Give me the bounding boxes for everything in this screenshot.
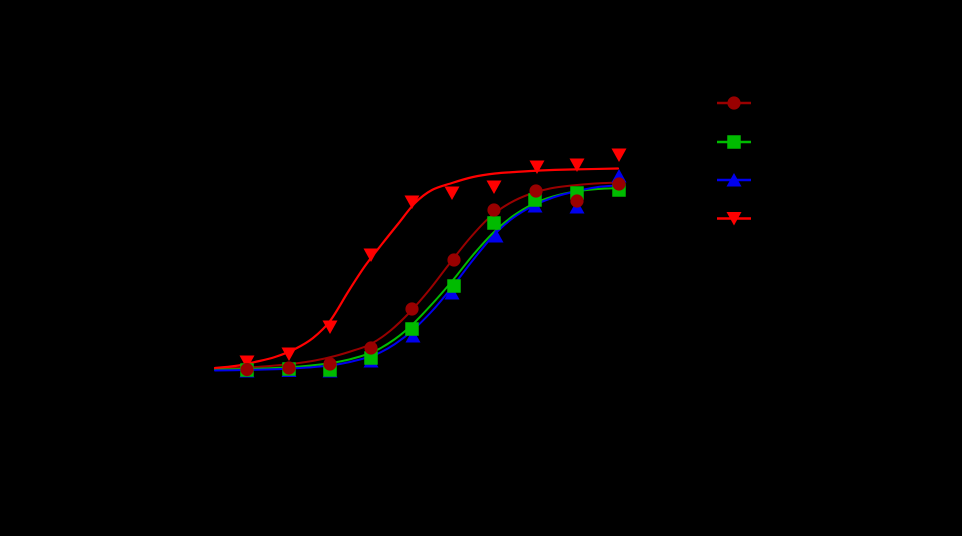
legend-item-green-square-series (717, 135, 751, 149)
dark-red-circle-series-fitted-curve (214, 181, 619, 370)
triangle-down-marker (611, 148, 627, 162)
triangle-down-marker (363, 248, 379, 262)
square-marker (405, 322, 419, 336)
legend-item-blue-triangle-up-series (717, 173, 751, 187)
legend-circle-icon (727, 96, 741, 110)
square-marker (364, 351, 378, 365)
circle-marker (282, 361, 296, 375)
circle-marker (323, 357, 337, 371)
circle-marker (447, 253, 461, 267)
circle-marker (405, 302, 419, 316)
legend-triangle-up-icon (726, 173, 742, 187)
triangle-down-marker (322, 320, 338, 334)
data-points-layer (239, 148, 627, 378)
legend-item-red-triangle-down-series (717, 212, 751, 226)
triangle-down-marker (486, 180, 502, 194)
triangle-down-marker (281, 347, 297, 361)
red-triangle-down-series-fitted-curve (213, 167, 620, 370)
triangle-up-marker (488, 229, 504, 243)
circle-marker (529, 184, 543, 198)
triangle-down-marker (529, 160, 545, 174)
triangle-down-marker (404, 195, 420, 209)
circle-marker (240, 362, 254, 377)
circle-marker (570, 194, 584, 208)
triangle-down-marker (569, 158, 585, 172)
square-marker (487, 216, 501, 230)
legend-square-icon (727, 135, 741, 149)
legend (717, 96, 751, 226)
legend-triangle-down-icon (726, 212, 742, 226)
circle-marker (487, 203, 501, 217)
triangle-down-marker (239, 355, 255, 369)
red-triangle-down-series-markers (239, 148, 627, 369)
green-square-series-fitted-curve (214, 187, 619, 371)
circle-marker (364, 341, 378, 355)
legend-item-dark-red-circle-series (717, 96, 751, 110)
square-marker (447, 279, 461, 293)
fitted-curves-layer (213, 167, 620, 372)
blue-triangle-up-series-fitted-curve (214, 184, 619, 372)
dark-red-circle-series-markers (240, 177, 626, 377)
triangle-down-marker (444, 186, 460, 200)
circle-marker (612, 177, 626, 191)
